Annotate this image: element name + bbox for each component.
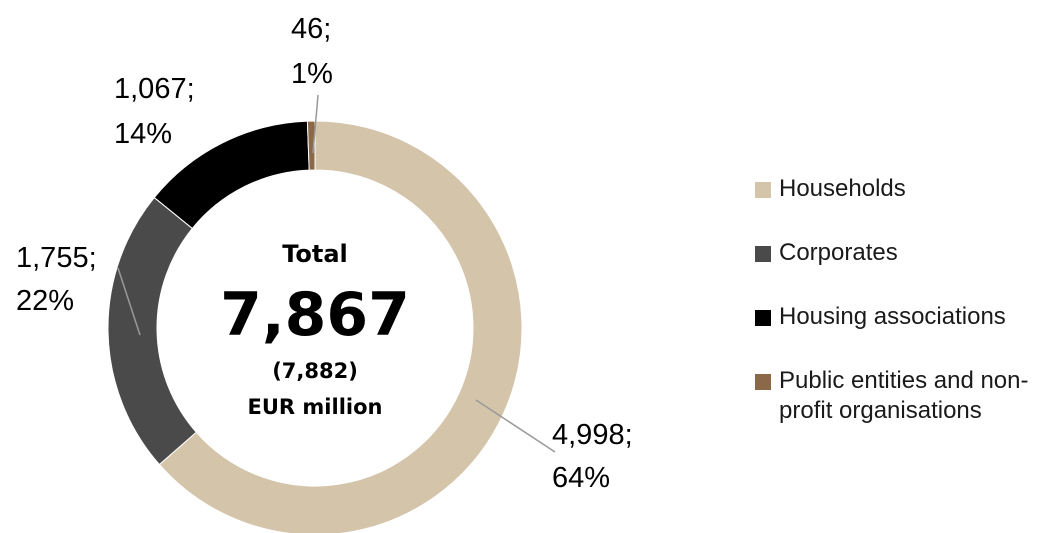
legend-label: Housing associations [779,303,1006,330]
slice-label-households-value: 4,998; [552,419,633,451]
leader-line-public-entities [312,94,319,154]
center-unit: EUR million [248,395,383,419]
legend: Households Corporates Housing associatio… [755,174,1051,460]
leader-lines [117,94,556,453]
legend-label: Households [779,175,906,202]
donut-slice-households [158,120,523,533]
slice-label-housing-associations-percent: 14% [114,118,172,150]
center-total-value: 7,867 [220,280,410,350]
legend-label: Public entities and non- [779,367,1029,394]
donut-slice-housing-associations [153,120,310,230]
slice-labels: 4,998; 64% 1,755; 22% 1,067; 14% 46; 1% [16,13,633,494]
donut-chart: 4,998; 64% 1,755; 22% 1,067; 14% 46; 1% Total 7… [16,13,633,533]
legend-swatch-public-entities [755,374,771,390]
legend-item-households: Households [755,174,1051,204]
legend-item-corporates: Corporates [755,238,1051,268]
slice-label-housing-associations-value: 1,067; [114,73,195,105]
legend-item-housing-associations: Housing associations [755,302,1051,332]
center-previous-value: (7,882) [272,359,358,383]
slice-label-corporates-value: 1,755; [16,242,97,274]
leader-line-households [475,399,556,453]
legend-swatch-households [755,182,771,198]
donut-slices [107,120,523,533]
legend-swatch-housing-associations [755,310,771,326]
donut-slice-public-entities [306,120,316,171]
legend-swatch-corporates [755,246,771,262]
slice-label-public-entities-percent: 1% [291,58,333,90]
slice-label-corporates-percent: 22% [16,285,74,317]
slice-label-public-entities-value: 46; [291,13,331,45]
center-total-label: Total [282,240,348,268]
slice-label-households-percent: 64% [552,462,610,494]
legend-label: Corporates [779,239,898,266]
legend-label-continued: profit organisations [779,397,982,424]
donut-slice-corporates [107,196,197,466]
legend-item-public-entities: Public entities and non- profit organisa… [755,366,1051,426]
leader-line-corporates [117,267,141,336]
